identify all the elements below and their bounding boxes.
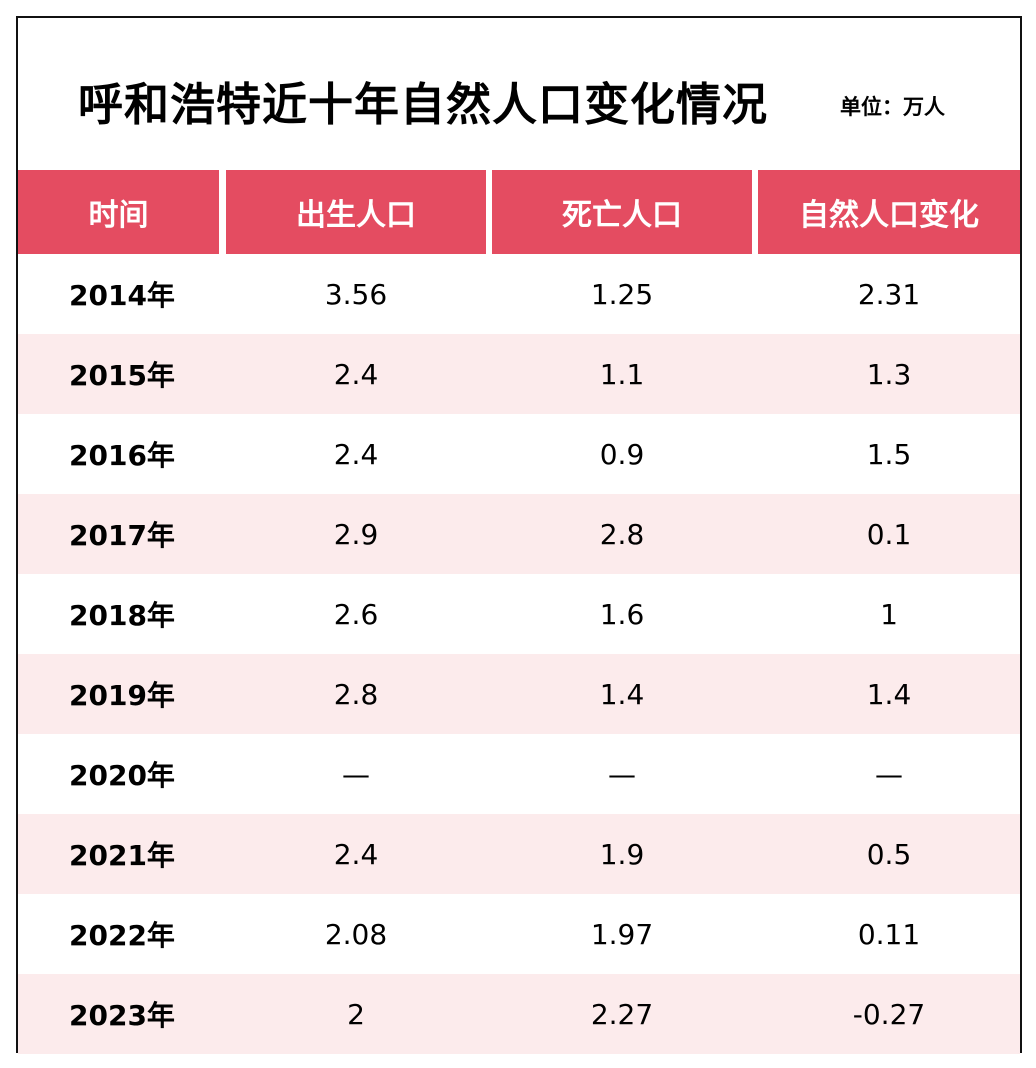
cell-deaths: 1.6 bbox=[599, 597, 645, 631]
cell-deaths: 1.25 bbox=[590, 277, 654, 311]
cell-births: 2.4 bbox=[333, 437, 379, 471]
cell-natural-change: 1.5 bbox=[866, 437, 912, 471]
cell-year: 2020年 bbox=[69, 759, 175, 792]
cell-deaths: 0.9 bbox=[599, 437, 645, 471]
title-bar: 呼和浩特近十年自然人口变化情况 单位：万人 bbox=[18, 18, 1020, 170]
cell-deaths: 1.97 bbox=[590, 917, 654, 951]
cell-births: 2.4 bbox=[333, 837, 379, 871]
cell-deaths: — bbox=[608, 757, 636, 791]
cell-natural-change: 0.1 bbox=[866, 517, 912, 551]
cell-year: 2022年 bbox=[69, 919, 175, 952]
cell-natural-change: 1 bbox=[880, 597, 898, 631]
unit-label: 单位：万人 bbox=[840, 95, 945, 119]
cell-births: 2.8 bbox=[333, 677, 379, 711]
cell-year: 2023年 bbox=[69, 999, 175, 1032]
cell-year: 2015年 bbox=[69, 359, 175, 392]
header-time: 时间 bbox=[18, 170, 219, 254]
table-row: 2023年 2 2.27 -0.27 bbox=[18, 974, 1020, 1054]
cell-births: — bbox=[342, 757, 370, 791]
cell-natural-change: 2.31 bbox=[857, 277, 921, 311]
cell-natural-change: — bbox=[875, 757, 903, 791]
cell-births: 2.08 bbox=[324, 917, 388, 951]
table-row: 2018年 2.6 1.6 1 bbox=[18, 574, 1020, 654]
cell-deaths: 1.1 bbox=[599, 357, 645, 391]
table-title: 呼和浩特近十年自然人口变化情况 bbox=[78, 78, 769, 131]
cell-year: 2018年 bbox=[69, 599, 175, 632]
table-row: 2019年 2.8 1.4 1.4 bbox=[18, 654, 1020, 734]
table-row: 2015年 2.4 1.1 1.3 bbox=[18, 334, 1020, 414]
cell-natural-change: 0.11 bbox=[857, 917, 921, 951]
table-row: 2021年 2.4 1.9 0.5 bbox=[18, 814, 1020, 894]
header-deaths: 死亡人口 bbox=[492, 170, 752, 254]
cell-deaths: 2.8 bbox=[599, 517, 645, 551]
cell-year: 2017年 bbox=[69, 519, 175, 552]
header-natural-change: 自然人口变化 bbox=[758, 170, 1020, 254]
cell-births: 2.9 bbox=[333, 517, 379, 551]
header-births: 出生人口 bbox=[226, 170, 486, 254]
table-header-row: 时间 出生人口 死亡人口 自然人口变化 bbox=[18, 170, 1020, 254]
cell-deaths: 1.4 bbox=[599, 677, 645, 711]
table-row: 2020年 — — — bbox=[18, 734, 1020, 814]
cell-natural-change: 0.5 bbox=[866, 837, 912, 871]
cell-births: 2.4 bbox=[333, 357, 379, 391]
table-row: 2016年 2.4 0.9 1.5 bbox=[18, 414, 1020, 494]
cell-year: 2019年 bbox=[69, 679, 175, 712]
cell-births: 3.56 bbox=[324, 277, 388, 311]
table-frame: 呼和浩特近十年自然人口变化情况 单位：万人 时间 出生人口 死亡人口 自然人口变… bbox=[16, 16, 1022, 1054]
table-row: 2014年 3.56 1.25 2.31 bbox=[18, 254, 1020, 334]
table-row: 2017年 2.9 2.8 0.1 bbox=[18, 494, 1020, 574]
cell-deaths: 2.27 bbox=[590, 997, 654, 1031]
cell-year: 2021年 bbox=[69, 839, 175, 872]
cell-births: 2.6 bbox=[333, 597, 379, 631]
cell-births: 2 bbox=[347, 997, 365, 1031]
cell-natural-change: 1.3 bbox=[866, 357, 912, 391]
cell-deaths: 1.9 bbox=[599, 837, 645, 871]
cell-natural-change: 1.4 bbox=[866, 677, 912, 711]
cell-year: 2016年 bbox=[69, 439, 175, 472]
cell-year: 2014年 bbox=[69, 279, 175, 312]
table-row: 2022年 2.08 1.97 0.11 bbox=[18, 894, 1020, 974]
cell-natural-change: -0.27 bbox=[852, 997, 926, 1031]
